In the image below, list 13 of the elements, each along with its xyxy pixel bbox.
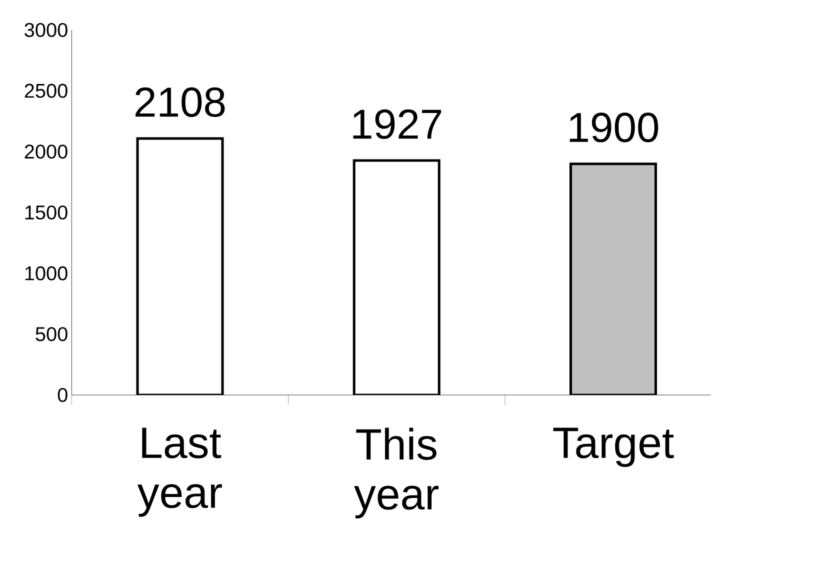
y-tick-label: 0 — [58, 388, 68, 402]
x-tick-label: Target — [553, 428, 674, 468]
data-label: 1900 — [570, 112, 658, 142]
data-label: 1927 — [353, 109, 442, 140]
y-tick-label: 1500 — [25, 205, 68, 220]
y-tick-label: 2500 — [24, 84, 68, 98]
x-tick-label: This year — [354, 428, 439, 518]
y-tick-label: 2000 — [24, 144, 68, 159]
x-tick-label: Last year — [137, 428, 222, 517]
y-tick-label: 3000 — [24, 22, 68, 38]
data-label: 2108 — [136, 87, 225, 117]
y-tick-label: 1000 — [25, 266, 68, 280]
y-tick-label: 500 — [36, 327, 68, 342]
